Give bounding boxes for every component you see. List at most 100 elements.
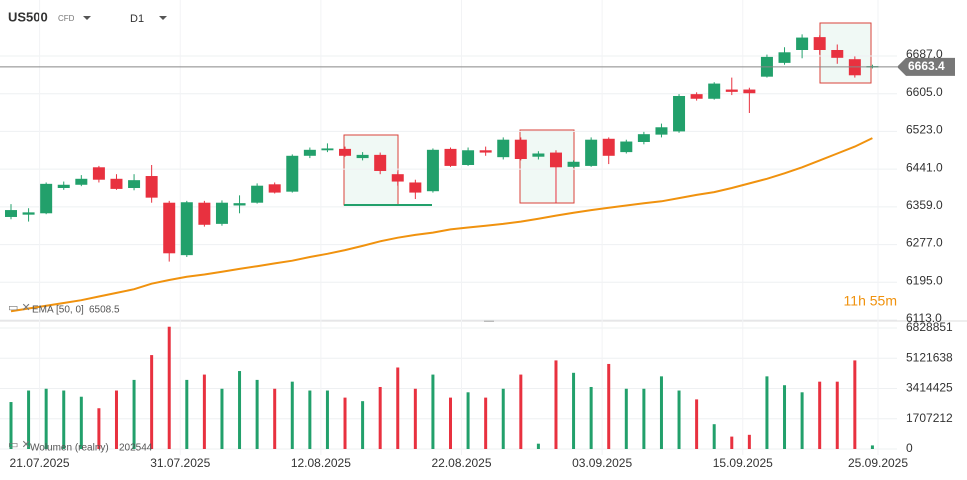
indicator-icons[interactable]: ▭ ✕ (8, 439, 31, 451)
candle-body (57, 184, 70, 188)
candle-body (356, 154, 369, 159)
candle-body (374, 154, 387, 171)
volume-bar (747, 434, 751, 449)
candle-body (497, 139, 510, 158)
candle-body (778, 52, 791, 63)
last-price-label: 6663.4 (908, 59, 945, 73)
candle-body (110, 178, 123, 189)
y-tick-label: 6687.0 (906, 47, 943, 61)
candle-body (426, 149, 439, 192)
volume-bar (150, 355, 154, 449)
volume-bar (79, 396, 83, 449)
candle-body (655, 127, 668, 135)
timeframe[interactable]: D1 (130, 13, 144, 25)
candle-body (813, 37, 826, 50)
candle-body (198, 202, 211, 225)
volume-bar (62, 390, 66, 449)
dropdown-arrow[interactable] (159, 16, 167, 20)
volume-bar (449, 397, 452, 449)
y-tick-label: 6523.0 (906, 123, 943, 137)
volume-bar (255, 379, 259, 449)
volume-bar (238, 371, 242, 449)
candle-body (409, 182, 422, 193)
volume-bar (308, 390, 312, 449)
volume-bar (659, 376, 663, 449)
candle-body (602, 138, 615, 156)
volume-tick-label: 5121638 (906, 350, 953, 364)
volume-bar (378, 386, 382, 449)
y-tick-label: 6441.0 (906, 160, 943, 174)
candle-body (690, 94, 703, 99)
volume-tick-label: 1707212 (906, 411, 953, 425)
volume-bar (484, 397, 488, 449)
labels: ▭ ✕ EMA [50, 0] 6508.5 ▭ ✕ Wolumen (real… (8, 47, 955, 470)
ema-value: 6508.5 (89, 305, 120, 316)
volume-bar (536, 443, 540, 449)
volume-name: Wolumen (realny) (30, 443, 109, 454)
volume-bar (765, 376, 769, 449)
candle-body (831, 49, 844, 58)
candle-body (585, 139, 598, 166)
x-tick-label: 21.07.2025 (10, 456, 70, 470)
volume-bar (554, 360, 558, 449)
ema-params: [50, 0] (56, 305, 84, 316)
highlight-box (819, 22, 872, 84)
candle-body (5, 210, 17, 217)
candle-body (268, 184, 281, 193)
volume-bar (818, 381, 822, 449)
volume-bar (9, 402, 13, 449)
volume-bar (589, 386, 593, 449)
indicator-icons[interactable]: ▭ ✕ (8, 302, 31, 314)
candle-body (725, 89, 738, 92)
volume-bar (466, 392, 470, 449)
candle-body (40, 183, 53, 214)
candle-body (479, 150, 492, 153)
candle-body (796, 37, 809, 50)
volume-bar (624, 388, 628, 449)
volume-bar (572, 372, 576, 449)
candle-body (215, 202, 228, 224)
ema-line (10, 137, 873, 313)
volume-bar (853, 360, 857, 449)
candle-body (743, 89, 756, 94)
volume-bar (167, 326, 171, 449)
volume-bar (185, 379, 189, 449)
candle-body (514, 139, 527, 160)
candle-body (549, 152, 562, 168)
volume-bar (677, 390, 681, 449)
candle-body (128, 180, 141, 188)
volume-bar (202, 374, 206, 449)
y-tick-label: 6195.0 (906, 273, 943, 287)
x-tick-label: 31.07.2025 (150, 456, 210, 470)
candle-body (444, 148, 457, 166)
toolbar: US500 CFD D1 (8, 9, 167, 25)
candle-body (567, 161, 580, 167)
volume-tick-label: 3414425 (906, 381, 953, 395)
volume-bar (431, 374, 435, 449)
x-tick-label: 25.09.2025 (848, 456, 908, 470)
x-tick-label: 15.09.2025 (713, 456, 773, 470)
highlight-box (343, 134, 399, 206)
dropdown-arrow[interactable] (83, 16, 91, 20)
volume-bar (712, 424, 716, 449)
volume-bar (642, 388, 646, 449)
plot (0, 34, 897, 449)
pane-handle[interactable] (484, 320, 494, 322)
volume-bar (695, 399, 699, 449)
x-tick-label: 12.08.2025 (291, 456, 351, 470)
volume-bar (800, 392, 804, 449)
y-tick-label: 6605.0 (906, 85, 943, 99)
y-tick-label: 6113.0 (906, 311, 942, 325)
candle-body (251, 185, 264, 203)
candle-body (637, 134, 650, 142)
volume-bar (290, 381, 294, 449)
last-price-tag (897, 57, 955, 76)
y-tick-label: 6359.0 (906, 198, 943, 212)
y-tick-label: 6277.0 (906, 236, 943, 250)
ema-name: EMA (32, 305, 54, 316)
candle-body (620, 141, 633, 153)
candle-body (22, 212, 35, 215)
symbol[interactable]: US500 (8, 9, 48, 24)
x-tick-label: 22.08.2025 (431, 456, 491, 470)
